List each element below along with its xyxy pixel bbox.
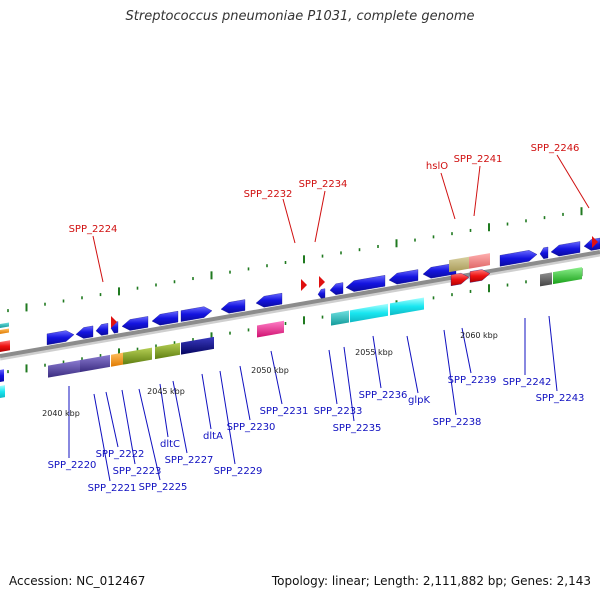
- label-leader-line: [443, 329, 457, 416]
- label-leader-line: [556, 154, 590, 209]
- gene-label-bottom: SPP_2220: [48, 460, 97, 471]
- genome-summary-label: Topology: linear; Length: 2,111,882 bp; …: [271, 574, 591, 588]
- cog-box: [123, 347, 152, 365]
- gene-forward-arrow: [550, 241, 581, 257]
- gene-forward-arrow: [121, 316, 149, 331]
- gene-forward-arrow: [539, 246, 549, 259]
- gene-label-bottom: SPP_2230: [227, 422, 276, 433]
- label-leader-line: [92, 235, 104, 283]
- gene-forward-arrow: [180, 306, 213, 322]
- gene-label-bottom: SPP_2221: [88, 483, 137, 494]
- gene-label-top: SPP_2246: [531, 143, 580, 154]
- cog-box: [449, 256, 469, 273]
- rna-arrow: [450, 272, 470, 287]
- gene-label-bottom: SPP_2231: [260, 406, 309, 417]
- gene-label-bottom: SPP_2227: [165, 455, 214, 466]
- gene-forward-arrow: [317, 288, 326, 299]
- label-leader-line: [473, 165, 481, 217]
- label-leader-line: [219, 370, 236, 465]
- label-leader-line: [138, 388, 161, 481]
- feature-box: [0, 322, 9, 328]
- scale-label: 2050 kbp: [251, 366, 289, 375]
- label-leader-line: [461, 327, 472, 374]
- gene-forward-arrow: [220, 299, 246, 314]
- feature-box: [0, 328, 9, 334]
- label-leader-line: [548, 315, 558, 392]
- scale-label: 2040 kbp: [42, 409, 80, 418]
- label-leader-line: [239, 365, 251, 421]
- gene-label-bottom: SPP_2229: [214, 466, 263, 477]
- label-leader-line: [406, 335, 419, 394]
- genome-title: Streptococcus pneumoniae P1031, complete…: [125, 9, 475, 24]
- cog-box: [181, 336, 214, 355]
- label-leader-line: [121, 389, 136, 465]
- label-leader-line: [172, 380, 188, 454]
- cog-box: [0, 369, 4, 382]
- gene-forward-arrow: [499, 250, 538, 267]
- gene-forward-arrow: [151, 310, 179, 326]
- label-leader-line: [282, 198, 296, 244]
- gene-label-bottom: SPP_2239: [448, 375, 497, 386]
- gene-forward-arrow: [388, 269, 419, 285]
- genome-backbone: [0, 250, 600, 358]
- label-leader-line: [201, 373, 212, 430]
- gene-forward-arrow: [255, 292, 283, 308]
- label-leader-line: [93, 393, 111, 482]
- gene-label-top: SPP_2232: [244, 189, 293, 200]
- rna-arrow: [469, 269, 491, 283]
- scale-label: 2045 kbp: [147, 387, 185, 396]
- gene-forward-arrow: [95, 323, 109, 336]
- cog-box: [80, 354, 110, 373]
- cog-box: [469, 253, 490, 269]
- gene-forward-arrow: [46, 330, 75, 346]
- cog-box: [111, 352, 123, 367]
- cog-box: [155, 342, 180, 360]
- cog-box: [350, 303, 388, 323]
- gene-label-bottom: SPP_2223: [113, 466, 162, 477]
- gene-label-top: SPP_2224: [69, 224, 118, 235]
- gene-label-bottom: dltC: [160, 439, 180, 450]
- cog-box: [331, 310, 349, 326]
- label-leader-line: [372, 335, 382, 389]
- scale-label: 2055 kbp: [355, 348, 393, 357]
- gene-forward-arrow: [75, 325, 94, 339]
- cog-box: [48, 360, 80, 378]
- gene-label-bottom: SPP_2242: [503, 377, 552, 388]
- scale-label: 2060 kbp: [460, 331, 498, 340]
- trna-marker: [319, 276, 325, 288]
- trna-marker: [301, 279, 307, 291]
- gene-label-bottom: SPP_2236: [359, 390, 408, 401]
- label-leader-line: [440, 172, 456, 220]
- gene-label-bottom: SPP_2235: [333, 423, 382, 434]
- gene-label-bottom: SPP_2243: [536, 393, 585, 404]
- cog-box: [553, 267, 582, 285]
- gene-forward-arrow: [345, 275, 386, 292]
- cog-box: [390, 297, 424, 316]
- cog-box: [0, 385, 5, 398]
- label-leader-line: [328, 349, 338, 405]
- gene-forward-arrow: [329, 282, 344, 295]
- gene-label-bottom: SPP_2222: [96, 449, 145, 460]
- gene-label-bottom: SPP_2238: [433, 417, 482, 428]
- cog-box: [540, 272, 552, 287]
- gene-label-top: SPP_2234: [299, 179, 348, 190]
- gene-label-top: SPP_2241: [454, 154, 503, 165]
- gene-label-bottom: SPP_2225: [139, 482, 188, 493]
- label-leader-line: [270, 350, 283, 405]
- trna-marker: [111, 316, 117, 328]
- label-leader-line: [314, 190, 326, 243]
- cog-box: [257, 320, 284, 338]
- gene-label-top: hslO: [426, 161, 448, 172]
- accession-label: Accession: NC_012467: [9, 574, 146, 588]
- trna-marker: [592, 236, 598, 248]
- gene-label-bottom: dltA: [203, 431, 223, 442]
- gene-label-bottom: SPP_2233: [314, 406, 363, 417]
- rna-feature-box: [0, 340, 10, 352]
- label-leader-line: [159, 383, 169, 438]
- label-leader-line: [343, 346, 355, 422]
- gene-label-bottom: glpK: [408, 395, 430, 406]
- label-leader-line: [105, 391, 119, 448]
